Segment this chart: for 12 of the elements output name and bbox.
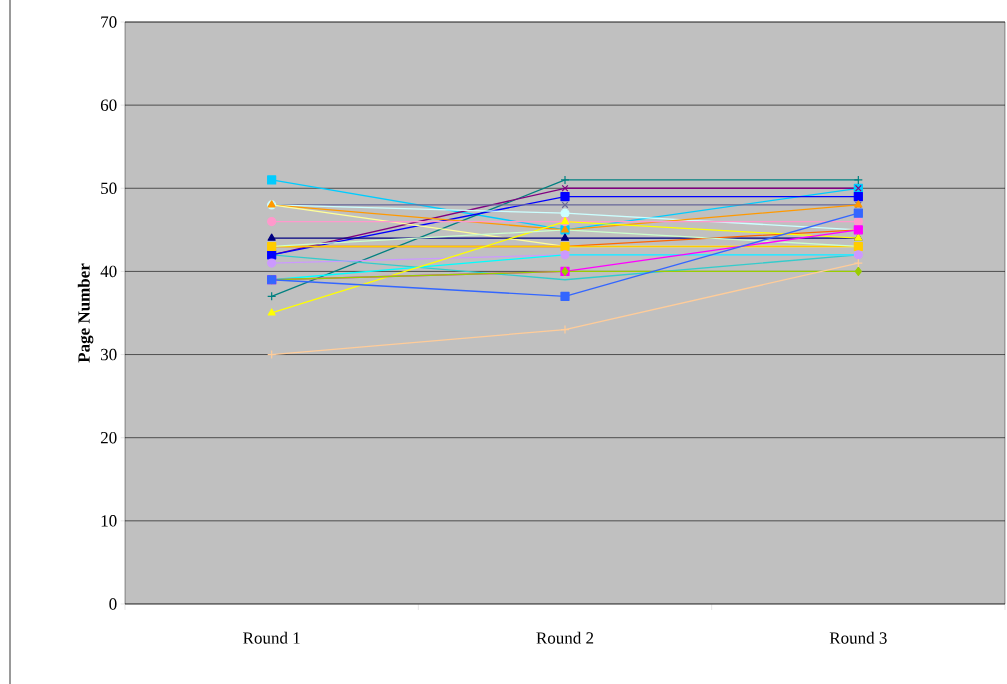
y-tick-label: 20 [100,431,117,444]
y-tick-label: 40 [100,265,117,278]
x-tick-label: Round 1 [243,631,300,644]
x-tick-label: Round 3 [829,631,887,644]
y-tick-label: 70 [101,16,117,28]
y-axis-title: Page Number [77,263,94,363]
x-tick-label: Round 2 [536,631,594,644]
y-tick-label: 50 [101,182,117,195]
y-tick-label: 0 [109,598,117,610]
y-tick-label: 30 [101,348,117,361]
y-tick-label: 60 [100,99,117,111]
y-tick-label: 10 [101,515,117,527]
